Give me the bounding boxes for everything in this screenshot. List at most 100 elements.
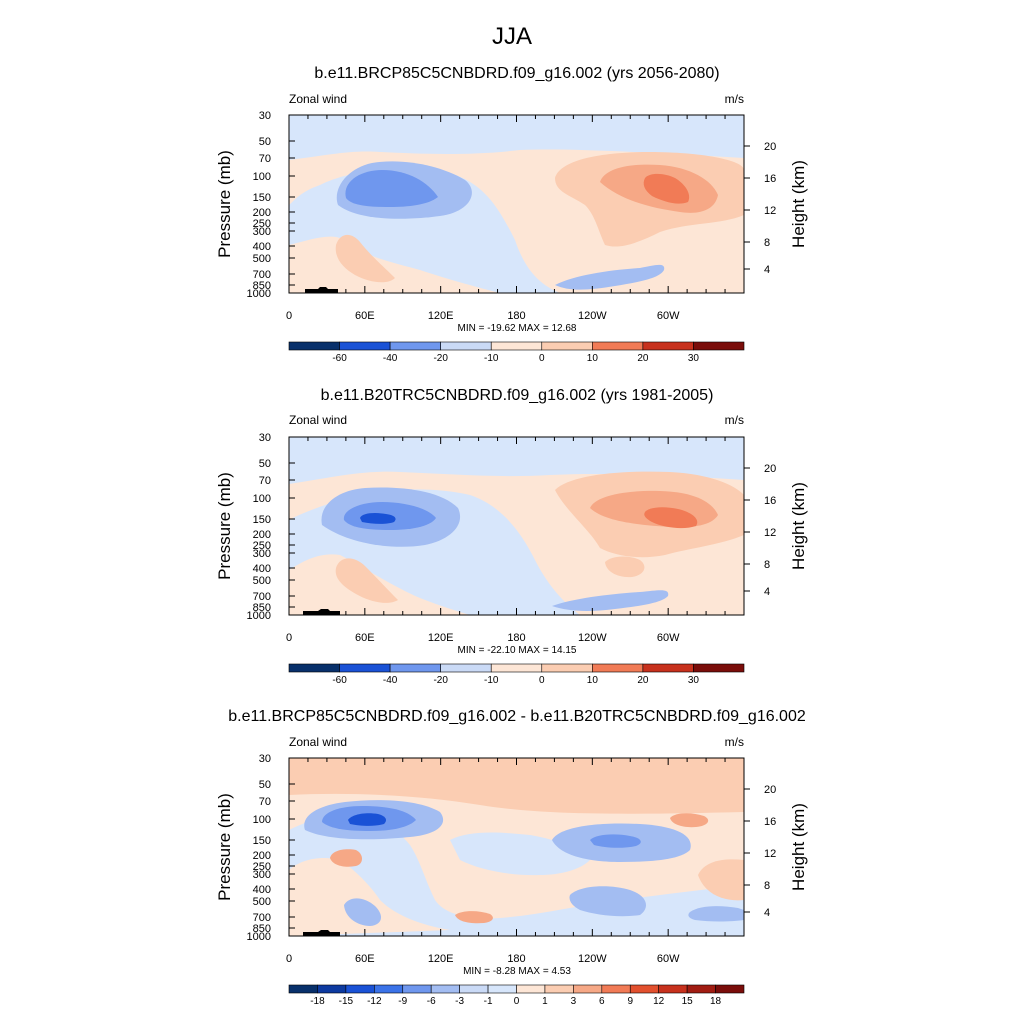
colorbar-swatch xyxy=(389,341,441,351)
panel-1-field xyxy=(289,115,744,293)
min-max-summary: MIN = -22.10 MAX = 14.15 xyxy=(458,645,577,656)
panel-2-red-core xyxy=(644,507,698,529)
colorbar-swatch xyxy=(459,984,489,994)
pressure-tick-label: 150 xyxy=(253,835,271,847)
pressure-tick-label: 30 xyxy=(259,110,271,122)
colorbar-swatch xyxy=(490,663,543,673)
panel-1-title: b.e11.BRCP85C5CNBDRD.f09_g16.002 (yrs 20… xyxy=(314,65,719,82)
height-axis-title: Height (km) xyxy=(789,160,808,248)
longitude-tick-label: 0 xyxy=(286,953,292,965)
colorbar-swatch xyxy=(440,341,492,351)
pressure-tick-label: 100 xyxy=(253,814,271,826)
pressure-tick-label: 200 xyxy=(253,207,271,219)
pressure-tick-label: 1000 xyxy=(247,288,271,300)
panel-1-variable-label: Zonal wind xyxy=(289,92,347,106)
panel-1-red-core xyxy=(643,173,690,204)
pressure-tick-label: 700 xyxy=(253,269,271,281)
panel-2-field xyxy=(289,437,744,615)
colorbar-swatch xyxy=(288,984,318,994)
pressure-tick-label: 200 xyxy=(253,529,271,541)
colorbar-tick-label: -20 xyxy=(433,675,448,686)
colorbar-tick-label: 30 xyxy=(688,353,700,364)
panel-3-red-low xyxy=(455,911,493,924)
colorbar-swatch xyxy=(487,984,517,994)
panel-2-orange-low xyxy=(335,558,398,603)
panel-3-blue-upper-core xyxy=(348,813,386,826)
longitude-tick-label: 120W xyxy=(578,953,607,965)
panel-3-terrain xyxy=(303,930,340,936)
colorbar-swatch xyxy=(592,663,644,673)
panel-2-terrain xyxy=(303,609,340,615)
colorbar-tick-label: 0 xyxy=(539,675,545,686)
colorbar-swatch xyxy=(339,663,391,673)
pressure-tick-label: 400 xyxy=(253,563,271,575)
height-tick-label: 4 xyxy=(764,907,770,919)
panel-3-blue-low-right xyxy=(688,906,744,922)
panel-3-blue-low-center xyxy=(569,886,646,917)
colorbar-swatch xyxy=(288,341,340,351)
colorbar-swatch xyxy=(374,984,404,994)
height-tick-label: 4 xyxy=(764,586,770,598)
colorbar-tick-label: -10 xyxy=(484,675,499,686)
pressure-tick-label: 250 xyxy=(253,861,271,873)
panel-2-orange-mid xyxy=(605,556,645,578)
panel-1-blue-inner xyxy=(345,170,438,207)
colorbar-tick-label: 30 xyxy=(688,675,700,686)
panel-3-blue-low-left xyxy=(344,898,382,926)
panel-3-field xyxy=(289,758,744,936)
height-tick-label: 16 xyxy=(764,173,776,185)
longitude-tick-label: 180 xyxy=(507,310,525,322)
colorbar-tick-label: -20 xyxy=(433,353,448,364)
pressure-tick-label: 850 xyxy=(253,602,271,614)
pressure-tick-label: 70 xyxy=(259,475,271,487)
pressure-tick-label: 300 xyxy=(253,548,271,560)
pressure-tick-label: 500 xyxy=(253,896,271,908)
longitude-tick-label: 60W xyxy=(657,310,680,322)
pressure-axis-title: Pressure (mb) xyxy=(215,150,234,258)
pressure-tick-label: 100 xyxy=(253,171,271,183)
panel-3-variable-label: Zonal wind xyxy=(289,735,347,749)
panel-3-red-left xyxy=(330,849,362,867)
height-tick-label: 12 xyxy=(764,848,776,860)
pressure-tick-label: 200 xyxy=(253,850,271,862)
colorbar-tick-label: 12 xyxy=(653,996,665,1007)
colorbar-tick-label: 20 xyxy=(637,675,649,686)
pressure-axis-title: Pressure (mb) xyxy=(215,793,234,901)
panel-1-orange-low xyxy=(335,234,395,283)
longitude-tick-label: 120W xyxy=(578,310,607,322)
longitude-tick-label: 120E xyxy=(428,953,454,965)
colorbar-swatch xyxy=(345,984,375,994)
colorbar-swatch xyxy=(440,663,492,673)
panel-2-variable-label: Zonal wind xyxy=(289,413,347,427)
panel-3-units-label: m/s xyxy=(725,735,744,749)
panel-1-units-label: m/s xyxy=(725,92,744,106)
colorbar-tick-label: -9 xyxy=(398,996,407,1007)
colorbar-swatch xyxy=(693,341,745,351)
panel-2-blue-core xyxy=(360,513,396,524)
colorbar-tick-label: -6 xyxy=(427,996,436,1007)
colorbar-swatch xyxy=(339,341,391,351)
pressure-tick-label: 70 xyxy=(259,153,271,165)
colorbar-swatch xyxy=(686,984,716,994)
pressure-tick-label: 500 xyxy=(253,253,271,265)
height-tick-label: 8 xyxy=(764,559,770,571)
panel-1-terrain xyxy=(305,287,338,293)
colorbar-swatch xyxy=(541,341,593,351)
colorbar-tick-label: 10 xyxy=(587,675,599,686)
colorbar-swatch xyxy=(516,984,546,994)
colorbar-tick-label: -1 xyxy=(484,996,493,1007)
colorbar-tick-label: 0 xyxy=(514,996,520,1007)
pressure-tick-label: 70 xyxy=(259,796,271,808)
longitude-tick-label: 0 xyxy=(286,310,292,322)
colorbar-tick-label: 18 xyxy=(710,996,722,1007)
min-max-summary: MIN = -8.28 MAX = 4.53 xyxy=(463,966,571,977)
panel-3-red-far-right xyxy=(698,859,744,901)
colorbar-tick-label: 15 xyxy=(682,996,694,1007)
height-axis-title: Height (km) xyxy=(789,482,808,570)
colorbar-swatch xyxy=(629,984,659,994)
colorbar-tick-label: 20 xyxy=(637,353,649,364)
pressure-tick-label: 1000 xyxy=(247,610,271,622)
panel-3-title: b.e11.BRCP85C5CNBDRD.f09_g16.002 - b.e11… xyxy=(228,708,806,725)
pressure-tick-label: 250 xyxy=(253,218,271,230)
panel-1-blue-low xyxy=(555,264,665,290)
